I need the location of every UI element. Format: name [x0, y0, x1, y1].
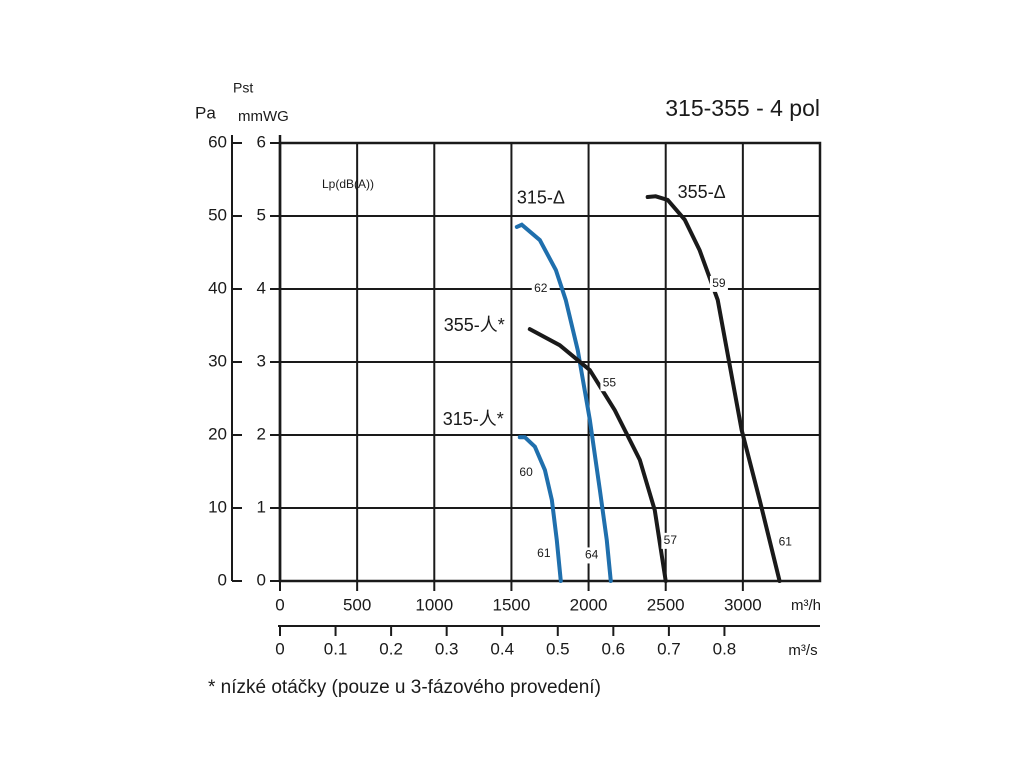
x-tick-label: 500 [343, 595, 371, 614]
y2-tick-label: 30 [208, 351, 227, 370]
y2-tick-label: 50 [208, 205, 227, 224]
sound-level-label: 60 [519, 465, 533, 479]
x2-tick-label: 0.4 [490, 639, 514, 658]
y2-tick-label: 10 [208, 497, 227, 516]
label-bg [582, 547, 601, 564]
label-bg [776, 534, 795, 551]
sound-level-label: 57 [664, 533, 678, 547]
annotation: Lp(dB(A)) [322, 177, 374, 191]
y-tick-label: 6 [257, 132, 266, 151]
x2-tick-label: 0.2 [379, 639, 403, 658]
curve-label: 355-人* [444, 315, 505, 335]
y2-axis-label: Pa [195, 103, 216, 122]
x-tick-label: 1000 [415, 595, 453, 614]
sound-level-label: 62 [534, 281, 548, 295]
x2-tick-label: 0.1 [324, 639, 348, 658]
x-tick-label: 2000 [570, 595, 608, 614]
sound-level-label: 59 [712, 276, 726, 290]
x2-tick-label: 0 [275, 639, 284, 658]
curve-label: 355-Δ [678, 182, 726, 202]
fan-curve [645, 194, 782, 583]
x2-tick-label: 0.6 [602, 639, 626, 658]
x2-tick-label: 0.3 [435, 639, 459, 658]
y2-tick-label: 0 [218, 570, 227, 589]
y-tick-label: 5 [257, 205, 266, 224]
fan-curve [514, 222, 613, 583]
curve-label: 315-人* [443, 409, 504, 429]
x2-axis-label: m³/s [788, 642, 817, 659]
y-axis-symbol: Pst [233, 80, 253, 96]
label-bg [531, 281, 550, 297]
y2-tick-label: 20 [208, 424, 227, 443]
x2-tick-label: 0.7 [657, 639, 681, 658]
x2-tick-label: 0.5 [546, 639, 570, 658]
fan-curve [517, 435, 563, 583]
sound-level-label: 61 [779, 534, 793, 548]
x-tick-label: 2500 [647, 595, 685, 614]
y-tick-label: 1 [257, 497, 266, 516]
fan-curve [527, 327, 668, 583]
y-tick-label: 3 [257, 351, 266, 370]
footnote: * nízké otáčky (pouze u 3-fázového prove… [208, 677, 601, 698]
x-tick-label: 0 [275, 595, 284, 614]
x2-tick-label: 0.8 [713, 639, 737, 658]
y-axis-label: mmWG [238, 108, 289, 125]
y-tick-label: 0 [257, 570, 266, 589]
curve-label: 315-Δ [517, 188, 565, 208]
x-tick-label: 3000 [724, 595, 762, 614]
sound-level-label: 64 [585, 548, 599, 562]
y2-tick-label: 40 [208, 278, 227, 297]
chart-title: 315-355 - 4 pol [665, 95, 820, 121]
y-tick-label: 2 [257, 424, 266, 443]
y2-tick-label: 60 [208, 132, 227, 151]
x-axis-label: m³/h [791, 597, 821, 614]
label-bg [709, 275, 728, 292]
y-tick-label: 4 [257, 278, 266, 297]
label-bg [600, 375, 619, 392]
label-bg [534, 545, 553, 562]
x-tick-label: 1500 [493, 595, 531, 614]
sound-level-label: 55 [603, 375, 617, 389]
label-bg [661, 532, 680, 549]
sound-level-label: 61 [537, 546, 551, 560]
label-bg [517, 464, 536, 481]
